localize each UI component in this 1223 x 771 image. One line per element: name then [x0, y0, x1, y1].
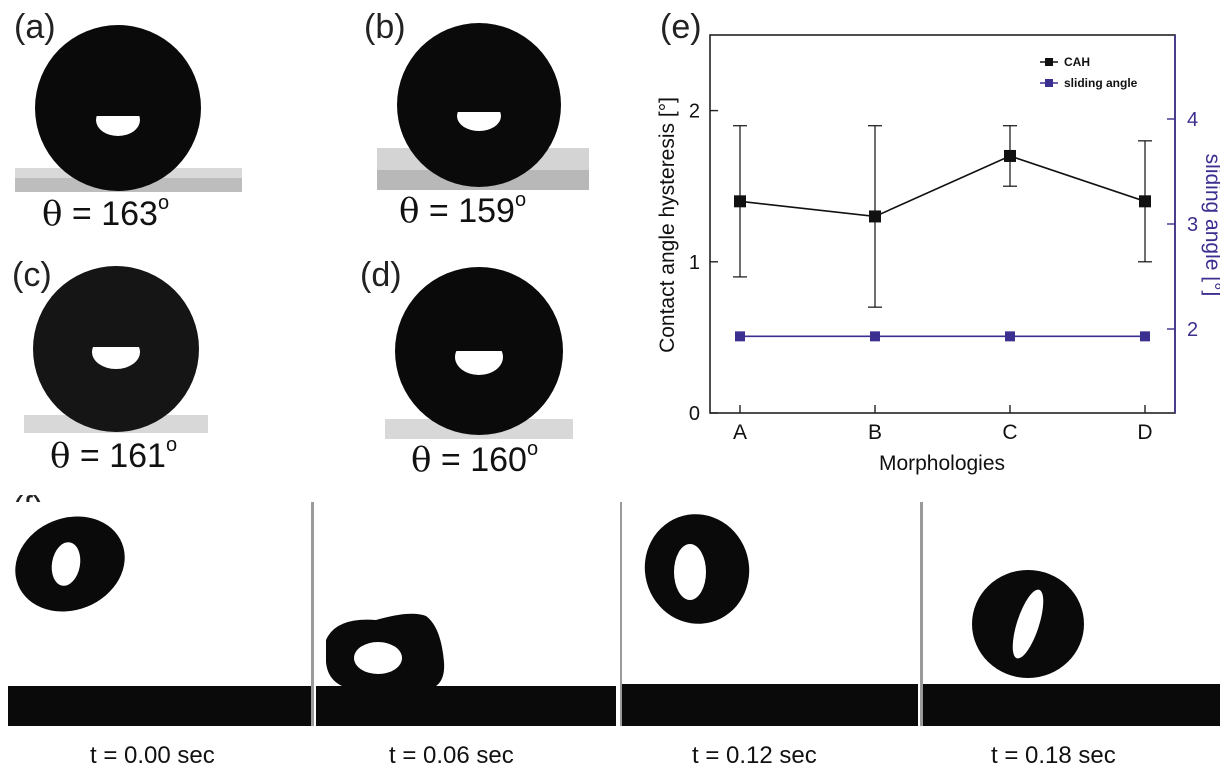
sliding-point [735, 331, 745, 342]
legend-sliding-label: sliding angle [1064, 76, 1138, 90]
frame-image-2 [316, 502, 616, 726]
cah-line [739, 155, 1146, 218]
panel-label-d: (d) [360, 256, 402, 294]
sliding-point [870, 331, 880, 342]
droplet-image-d [385, 267, 573, 439]
theta-value: = 160 [431, 441, 527, 479]
plot-frame [709, 34, 1176, 414]
cah-point [1139, 195, 1151, 208]
frame-caption-1: t = 0.00 sec [90, 742, 215, 769]
panel-label-b: (b) [364, 8, 406, 46]
x-tick-label: B [868, 421, 882, 444]
cah-point [734, 195, 746, 208]
theta-symbol: θ [399, 191, 420, 231]
y-axis-label: Contact angle hysteresis [°] [656, 97, 679, 353]
degree-mark: o [526, 438, 539, 460]
x-tick-label: C [1002, 421, 1017, 444]
y2-tick-label: 3 [1187, 214, 1198, 236]
y2-tick-label: 2 [1187, 319, 1198, 341]
frame-caption-4: t = 0.18 sec [991, 742, 1116, 769]
sliding-point [1005, 331, 1015, 342]
x-tick-label: A [733, 421, 747, 444]
x-axis-label: Morphologies [879, 452, 1005, 475]
contact-angle-d: θ = 160o [411, 438, 539, 480]
droplet-image-a [15, 25, 242, 192]
frame-image-3 [620, 502, 918, 726]
cah-sliding-angle-chart: 0 1 2 2 3 4 A B C D CAH sliding angle Morpholog… [656, 34, 1220, 475]
y-tick-label: 2 [689, 101, 700, 123]
y-tick-label: 1 [689, 252, 700, 274]
frame-caption-2: t = 0.06 sec [389, 742, 514, 769]
legend-cah-marker [1045, 58, 1053, 66]
cah-point [869, 210, 881, 223]
frame-caption-3: t = 0.12 sec [692, 742, 817, 769]
theta-symbol: θ [42, 194, 63, 234]
contact-angle-c: θ = 161o [50, 434, 178, 476]
theta-symbol: θ [411, 440, 432, 480]
frame-image-4 [920, 502, 1220, 726]
theta-value: = 159 [419, 192, 515, 230]
y-tick-label: 0 [689, 403, 700, 425]
panel-label-c: (c) [12, 256, 52, 294]
sliding-point [1140, 331, 1150, 342]
droplet-image-c [24, 266, 208, 433]
panel-label-a: (a) [14, 8, 56, 46]
legend-cah-label: CAH [1064, 55, 1090, 69]
contact-angle-a: θ = 163o [42, 192, 170, 234]
y2-tick-label: 4 [1187, 109, 1198, 131]
cah-point [1004, 149, 1016, 162]
droplet-image-b [377, 23, 589, 190]
y2-axis-label: sliding angle [°] [1201, 154, 1220, 297]
theta-value: = 161 [70, 437, 166, 475]
theta-symbol: θ [50, 436, 71, 476]
degree-mark: o [514, 189, 527, 211]
contact-angle-b: θ = 159o [399, 189, 527, 231]
theta-value: = 163 [62, 195, 158, 233]
panel-label-e: (e) [660, 8, 702, 46]
frame-image-1 [8, 502, 314, 726]
x-tick-label: D [1137, 421, 1152, 444]
degree-mark: o [165, 434, 178, 456]
degree-mark: o [157, 192, 170, 214]
legend-sliding-marker [1045, 79, 1053, 87]
